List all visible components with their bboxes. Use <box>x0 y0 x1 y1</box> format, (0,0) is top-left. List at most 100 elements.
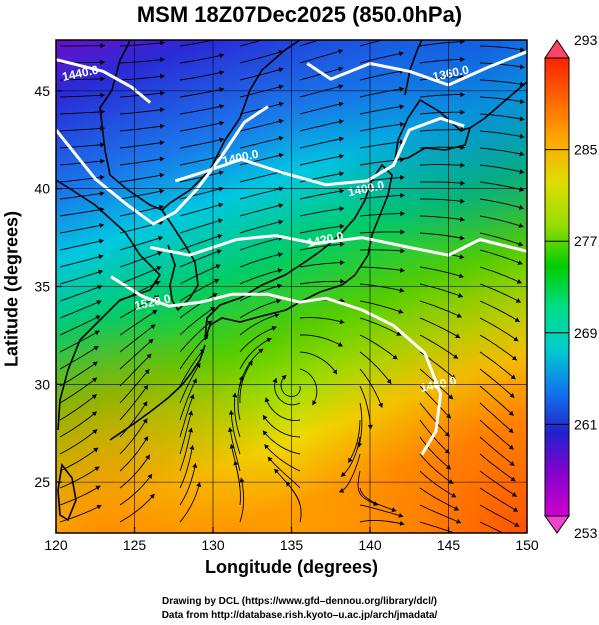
streamline-arrow <box>460 40 465 45</box>
streamline-arrow <box>92 377 97 383</box>
streamline-arrow <box>195 363 201 369</box>
streamline-arrow <box>207 320 212 326</box>
streamline-arrow <box>457 293 463 298</box>
streamline <box>59 485 101 506</box>
streamline-arrow <box>519 81 525 87</box>
streamline-arrow <box>451 492 457 498</box>
streamline-arrow <box>378 402 383 408</box>
streamline-arrow <box>399 287 405 293</box>
streamline <box>59 394 97 421</box>
streamline <box>59 127 105 132</box>
streamline-arrow <box>248 360 253 366</box>
streamline-arrow <box>159 140 165 146</box>
streamline-arrow <box>100 43 105 49</box>
streamline <box>179 203 224 217</box>
streamline-arrow <box>515 298 521 303</box>
streamline <box>179 348 205 387</box>
y-tick-label: 25 <box>34 474 50 490</box>
streamline-arrow <box>227 427 233 432</box>
streamline-arrow <box>150 324 156 330</box>
streamline <box>179 306 216 336</box>
streamline-arrow <box>93 346 99 351</box>
streamline <box>119 236 164 251</box>
streamline-arrow <box>459 254 465 260</box>
streamline-arrow <box>100 59 105 65</box>
streamline-arrow <box>189 394 195 400</box>
y-axis-label: Latitude (degrees) <box>1 210 22 368</box>
streamline <box>179 71 225 81</box>
streamline-arrow <box>263 415 268 421</box>
streamline-arrow <box>157 251 163 256</box>
streamline-arrow <box>96 504 102 510</box>
streamline-arrow <box>192 463 198 468</box>
streamline-arrow <box>456 518 461 524</box>
streamline <box>340 436 361 477</box>
streamline <box>59 429 98 455</box>
streamline-arrow <box>218 186 224 192</box>
streamline <box>299 280 345 285</box>
streamline-arrow <box>460 216 465 222</box>
streamline-arrow <box>95 485 101 491</box>
streamline-arrow <box>339 188 344 194</box>
height-contour <box>110 275 443 456</box>
streamline-arrow <box>264 397 270 403</box>
streamline <box>479 453 516 482</box>
streamline-arrow <box>341 471 346 477</box>
streamline-arrow <box>399 520 405 526</box>
streamline-arrow <box>99 191 105 197</box>
streamline <box>359 249 405 252</box>
coastlines <box>56 40 527 522</box>
streamline <box>419 181 465 184</box>
streamline <box>299 207 345 217</box>
streamline-arrow <box>339 171 344 177</box>
axis-ticks <box>55 90 528 533</box>
streamline <box>419 129 465 132</box>
streamline-arrow <box>339 488 344 493</box>
streamline-arrow <box>142 401 148 407</box>
streamline-arrow <box>513 507 519 512</box>
streamline <box>299 225 345 234</box>
streamline-arrow <box>97 269 103 275</box>
streamline <box>239 284 282 302</box>
streamline-arrow <box>262 430 268 436</box>
x-tick-label: 140 <box>358 537 382 553</box>
streamline <box>59 94 105 98</box>
streamline-arrow <box>228 410 234 415</box>
streamline-arrow <box>448 479 454 484</box>
streamline-arrow <box>519 151 525 157</box>
height-contour <box>306 50 527 87</box>
colorbar-tick-label: 261 <box>574 416 598 432</box>
streamline <box>119 324 156 353</box>
streamline-arrow <box>159 188 164 194</box>
coastline-kuril <box>469 81 527 129</box>
streamline <box>479 164 525 173</box>
streamline-arrow <box>399 139 405 145</box>
streamline <box>347 419 361 463</box>
streamline-arrow <box>511 492 517 497</box>
streamline <box>119 309 158 336</box>
streamline <box>299 85 344 98</box>
streamline <box>59 239 104 251</box>
streamline-arrow <box>217 234 223 239</box>
streamline-arrow <box>210 307 215 312</box>
streamline <box>239 253 283 268</box>
streamline <box>359 105 405 115</box>
streamline-arrow <box>511 355 517 361</box>
streamline <box>119 75 165 81</box>
streamline-arrow <box>278 49 284 55</box>
streamline-arrow <box>398 512 404 518</box>
streamline-arrow <box>219 137 224 143</box>
streamline <box>359 213 405 217</box>
streamline <box>229 427 241 472</box>
streamline <box>479 487 519 512</box>
streamline-arrow <box>340 260 345 266</box>
x-tick-labels: 120 125 130 135 140 145 150 <box>44 537 539 553</box>
streamline-arrow <box>188 410 194 416</box>
streamline-arrow <box>149 493 155 499</box>
streamline <box>264 444 301 472</box>
streamline-arrow <box>156 266 162 271</box>
streamline-arrow <box>339 206 345 212</box>
streamline <box>299 317 345 324</box>
y-tick-label: 35 <box>34 279 50 295</box>
